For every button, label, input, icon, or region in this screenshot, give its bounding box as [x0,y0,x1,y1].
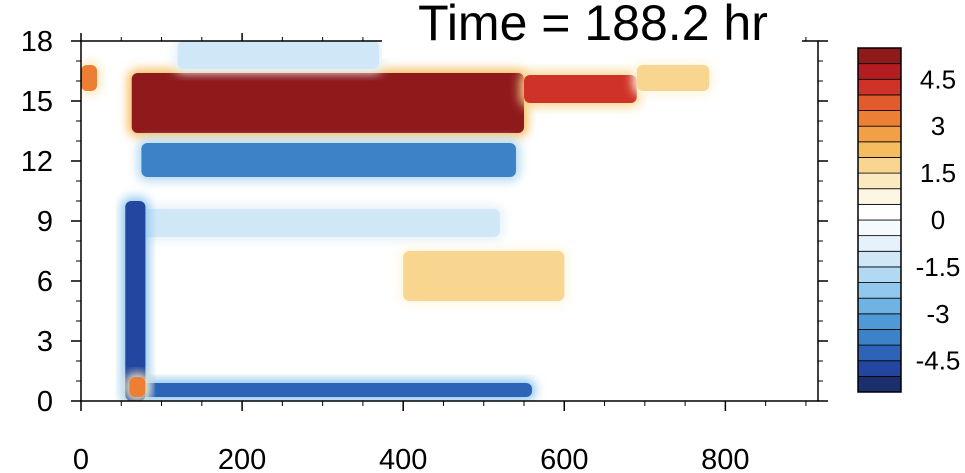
colorbar-swatch [857,313,902,330]
colorbar-label: 3 [931,111,945,141]
x-tick-label: 0 [73,444,89,473]
x-tick-label: 800 [701,444,749,473]
heatmap-cell [141,383,533,397]
colorbar-swatch [857,282,902,299]
heatmap-layer [81,41,714,401]
colorbar-swatch [857,360,902,377]
heatmap-cell [81,65,98,91]
colorbar-swatch [857,125,902,143]
colorbar-label: 4.5 [920,64,956,94]
heatmap-cell [141,209,500,237]
heatmap-cell [403,251,565,301]
colorbar-label: 1.5 [920,158,956,188]
colorbar-label: 0 [931,205,945,235]
x-tick-label: 200 [218,444,266,473]
x-tick-label: 600 [540,444,588,473]
y-tick-label: 12 [21,146,53,178]
colorbar-swatch [857,203,902,221]
colorbar-frame [857,47,902,393]
heatmap-cell [636,65,710,91]
colorbar-label: -3 [926,299,949,329]
colorbar-swatch [857,94,902,111]
colorbar-swatch [857,110,902,127]
y-tick-label: 9 [37,206,53,238]
y-tick-label: 6 [37,266,53,298]
heatmap-cell [129,377,146,397]
heatmap-cell [524,75,637,103]
colorbar-swatch [857,47,902,65]
y-tick-label: 0 [37,386,53,418]
colorbar-swatch [857,63,902,80]
colorbar-swatch [857,172,902,190]
colorbar-swatch [857,344,902,362]
y-tick-label: 18 [21,26,53,58]
colorbar-swatch [857,329,902,346]
colorbar-swatch [857,219,902,237]
colorbar-label: -1.5 [916,252,961,282]
chart-title: Time = 188.2 hr [418,0,768,51]
colorbar-swatch [857,141,902,158]
x-tick-label: 400 [379,444,427,473]
colorbar-swatch [857,235,902,252]
heatmap-cell [177,41,380,69]
colorbar-swatch [857,78,902,96]
x-axis: 0 200 400 600 800 [73,33,807,473]
y-tick-label: 3 [37,326,53,358]
colorbar-swatch [857,266,902,283]
y-tick-label: 15 [21,86,53,118]
colorbar-swatch [857,157,902,174]
colorbar: 4.5 3 1.5 0 -1.5 -3 -4.5 [857,47,961,393]
colorbar-swatch [857,297,902,315]
colorbar-label: -4.5 [916,346,961,376]
colorbar-swatch [857,250,902,268]
colorbar-swatch [857,188,902,205]
colorbar-swatch [857,375,902,393]
y-axis: 0 3 6 9 12 15 18 [21,26,828,418]
heatmap-cell [125,201,146,401]
heatmap-cell [141,143,516,177]
title-background [382,0,802,58]
heatmap-cell [131,73,525,133]
